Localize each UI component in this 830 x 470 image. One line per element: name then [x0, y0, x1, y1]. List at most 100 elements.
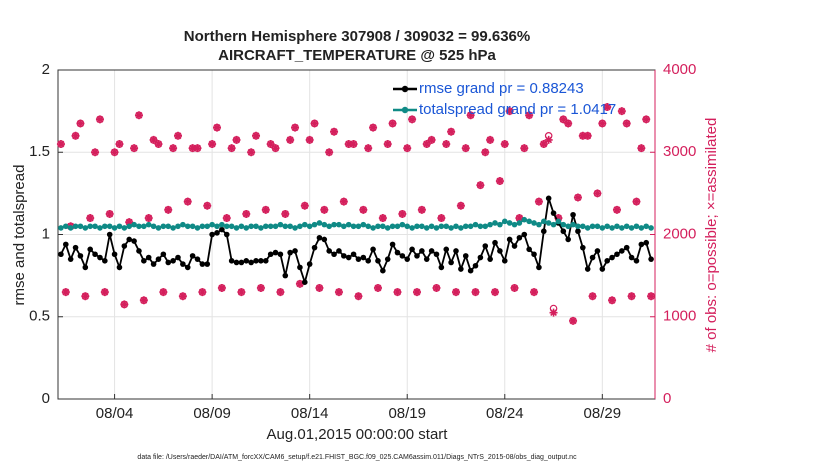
series-marker — [72, 244, 79, 251]
obs-assimilated — [217, 283, 226, 292]
obs-assimilated — [476, 181, 485, 190]
obs-assimilated — [559, 115, 568, 124]
obs-assimilated — [159, 288, 168, 297]
series-marker — [219, 226, 225, 233]
series-marker — [102, 258, 108, 264]
series-marker — [297, 223, 303, 230]
series-marker — [194, 225, 201, 231]
obs-assimilated — [393, 288, 402, 297]
series-marker — [638, 241, 645, 248]
series-marker — [306, 223, 313, 230]
obs-assimilated — [510, 283, 519, 292]
series-marker — [189, 253, 196, 259]
series-marker — [501, 258, 508, 264]
y2-tick-label: 4000 — [663, 61, 696, 78]
series-marker — [609, 254, 615, 261]
obs-assimilated — [95, 115, 104, 124]
series-marker — [560, 228, 567, 235]
series-marker — [560, 221, 567, 228]
series-marker — [599, 225, 606, 231]
series-marker — [526, 246, 532, 253]
series-marker — [316, 234, 323, 241]
series-marker — [355, 223, 362, 230]
series-marker — [219, 221, 225, 228]
series-marker — [536, 264, 542, 271]
obs-assimilated — [549, 308, 558, 317]
series-marker — [214, 223, 220, 230]
obs-assimilated — [539, 140, 548, 149]
series-marker — [526, 218, 532, 225]
obs-assimilated — [105, 209, 114, 218]
obs-assimilated — [227, 144, 236, 153]
x-tick-label: 08/29 — [584, 405, 622, 422]
series-marker — [77, 253, 84, 259]
series-marker — [102, 223, 108, 230]
series-marker — [165, 223, 172, 230]
series-marker — [404, 223, 411, 230]
obs-assimilated — [432, 283, 441, 292]
obs-assimilated — [164, 205, 173, 214]
series-marker — [394, 223, 401, 230]
series-marker — [63, 223, 69, 230]
obs-assimilated — [505, 107, 514, 116]
series-marker — [72, 223, 79, 230]
series-marker — [106, 223, 113, 230]
x-tick-label: 08/19 — [388, 405, 426, 422]
series-marker — [458, 266, 464, 272]
obs-assimilated — [213, 123, 222, 132]
obs-assimilated — [320, 205, 329, 214]
series-marker — [531, 251, 537, 258]
obs-assimilated — [125, 218, 134, 227]
series-marker — [550, 210, 557, 216]
obs-assimilated — [525, 111, 534, 120]
series-marker — [419, 223, 425, 230]
y-tick-label: 1.5 — [29, 143, 50, 160]
series-marker — [384, 225, 391, 231]
obs-assimilated — [583, 131, 592, 140]
series-marker — [623, 244, 630, 251]
obs-assimilated — [110, 148, 119, 157]
series-marker — [184, 264, 191, 271]
series-marker — [180, 221, 186, 228]
obs-assimilated — [120, 300, 129, 309]
series-marker — [253, 258, 259, 264]
series-marker — [204, 223, 211, 230]
obs-assimilated — [378, 214, 387, 223]
series-marker — [389, 223, 396, 230]
series-marker — [477, 254, 484, 261]
x-tick-label: 08/14 — [291, 405, 329, 422]
series-marker — [540, 218, 547, 225]
obs-assimilated — [642, 115, 651, 124]
series-marker — [482, 243, 489, 249]
series-marker — [258, 258, 264, 264]
series-marker — [599, 266, 606, 272]
obs-assimilated — [452, 288, 460, 297]
series-marker — [584, 266, 591, 272]
obs-assimilated — [564, 119, 573, 128]
obs-assimilated — [252, 131, 261, 140]
series-marker — [619, 225, 625, 231]
series-marker — [355, 256, 362, 262]
series-marker — [141, 258, 147, 264]
series-marker — [58, 225, 64, 231]
series-marker — [189, 223, 196, 230]
series-marker — [497, 248, 503, 254]
series-marker — [360, 254, 367, 261]
series-marker — [277, 251, 284, 258]
obs-assimilated — [188, 144, 197, 153]
obs-assimilated — [81, 292, 90, 301]
series-marker — [287, 249, 293, 256]
obs-assimilated — [573, 193, 582, 202]
series-marker — [204, 261, 211, 267]
series-marker — [648, 256, 654, 262]
series-marker — [370, 225, 376, 231]
obs-assimilated — [183, 197, 192, 206]
series-marker — [131, 221, 137, 228]
series-marker — [267, 223, 274, 230]
obs-assimilated — [447, 127, 456, 136]
series-marker — [345, 254, 352, 261]
obs-assimilated — [344, 140, 353, 149]
obs-assimilated — [359, 205, 368, 214]
obs-assimilated — [403, 144, 412, 153]
series-marker — [97, 254, 103, 261]
